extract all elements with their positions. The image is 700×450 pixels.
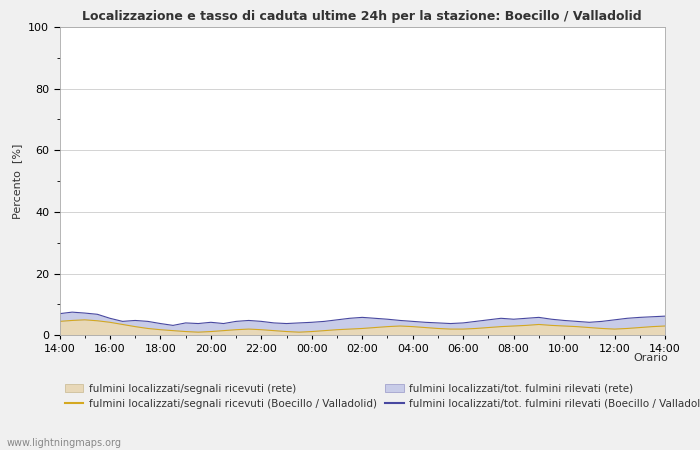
Y-axis label: Percento  [%]: Percento [%]	[13, 144, 22, 219]
Title: Localizzazione e tasso di caduta ultime 24h per la stazione: Boecillo / Valladol: Localizzazione e tasso di caduta ultime …	[83, 10, 642, 23]
Text: www.lightningmaps.org: www.lightningmaps.org	[7, 438, 122, 448]
Text: Orario: Orario	[634, 353, 668, 363]
Legend: fulmini localizzati/segnali ricevuti (rete), fulmini localizzati/segnali ricevut: fulmini localizzati/segnali ricevuti (re…	[64, 383, 700, 409]
